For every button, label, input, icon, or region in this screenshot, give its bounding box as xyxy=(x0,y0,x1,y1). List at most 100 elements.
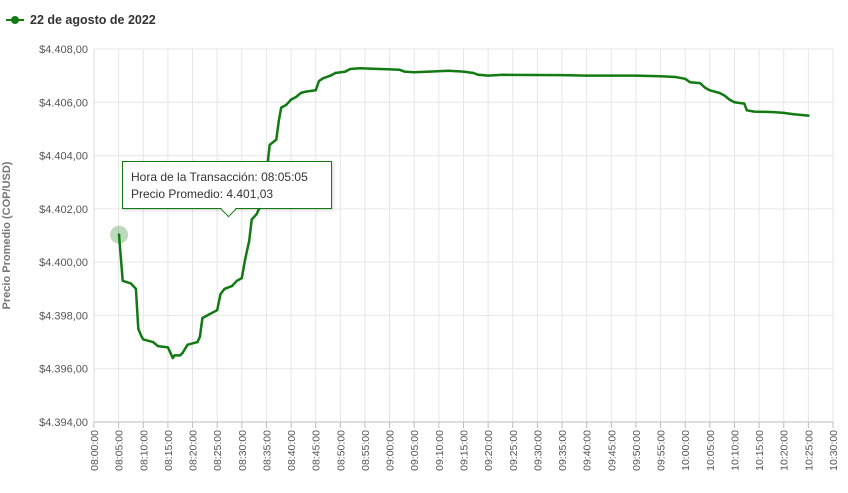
data-point xyxy=(294,95,298,99)
data-point xyxy=(344,70,347,73)
data-point xyxy=(745,109,748,112)
data-point xyxy=(427,70,431,73)
data-point xyxy=(121,279,124,282)
data-point xyxy=(179,354,182,357)
data-point xyxy=(211,311,214,314)
data-point xyxy=(247,239,251,243)
data-point xyxy=(698,81,702,85)
data-point xyxy=(772,110,776,114)
x-tick-label: 10:20:00 xyxy=(779,430,791,471)
x-tick-label: 09:25:00 xyxy=(508,430,520,471)
x-tick-label: 08:20:00 xyxy=(188,430,200,471)
data-point xyxy=(634,74,638,77)
data-point xyxy=(792,113,795,116)
data-point xyxy=(477,73,480,77)
x-tick-label: 09:10:00 xyxy=(434,430,446,471)
x-tick-label: 09:30:00 xyxy=(532,430,544,471)
data-point xyxy=(223,287,226,290)
x-tick-label: 08:15:00 xyxy=(163,430,175,471)
x-tick-label: 08:10:00 xyxy=(138,430,150,471)
data-point xyxy=(472,71,475,75)
data-point xyxy=(284,103,288,107)
data-point xyxy=(674,75,677,79)
data-point xyxy=(703,86,707,89)
data-point xyxy=(708,89,712,92)
x-tick-label: 09:05:00 xyxy=(409,430,421,471)
x-tick-label: 09:00:00 xyxy=(385,430,397,471)
x-tick-label: 08:25:00 xyxy=(212,430,224,471)
x-tick-label: 10:25:00 xyxy=(803,430,815,471)
data-point xyxy=(358,66,362,70)
y-tick-label: $4.396,00 xyxy=(39,364,88,376)
data-point xyxy=(403,70,406,73)
data-point xyxy=(142,338,145,341)
x-tick-label: 08:45:00 xyxy=(311,430,323,471)
data-point xyxy=(206,314,209,317)
data-point xyxy=(486,74,490,77)
x-tick-label: 08:35:00 xyxy=(261,430,273,471)
data-point xyxy=(151,340,155,344)
data-point xyxy=(752,110,756,113)
y-tick-label: $4.394,00 xyxy=(39,417,88,429)
data-point xyxy=(348,67,352,71)
data-point xyxy=(398,68,401,71)
data-point xyxy=(317,79,321,83)
data-point xyxy=(314,89,317,92)
data-point xyxy=(413,70,416,74)
tooltip-price-text: Precio Promedio: 4.401,03 xyxy=(131,187,274,201)
data-point xyxy=(117,233,121,236)
data-point xyxy=(166,346,170,349)
data-point xyxy=(560,73,564,77)
y-axis-title: Precio Promedio (COP/USD) xyxy=(1,161,13,309)
y-tick-label: $4.408,00 xyxy=(39,44,88,56)
data-point xyxy=(280,106,283,109)
data-point xyxy=(219,292,222,296)
x-tick-label: 09:50:00 xyxy=(631,430,643,471)
data-point xyxy=(807,114,810,117)
data-point xyxy=(240,276,243,280)
data-point xyxy=(169,351,172,354)
y-tick-label: $4.400,00 xyxy=(39,257,88,269)
data-point xyxy=(782,111,785,115)
data-point xyxy=(186,343,189,346)
data-point xyxy=(659,74,662,78)
data-point xyxy=(304,90,308,93)
x-tick-label: 08:30:00 xyxy=(237,430,249,471)
data-point xyxy=(743,102,746,105)
data-point xyxy=(129,282,133,285)
data-point xyxy=(196,340,199,344)
data-point xyxy=(243,258,247,261)
data-point xyxy=(230,284,234,288)
chart-tooltip: Hora de la Transacción: 08:05:05 Precio … xyxy=(122,161,332,218)
tooltip-time-text: Hora de la Transacción: 08:05:05 xyxy=(131,170,308,184)
data-point xyxy=(255,212,258,216)
data-point xyxy=(321,77,325,80)
x-tick-label: 08:05:00 xyxy=(114,430,126,471)
data-point xyxy=(275,138,278,141)
x-tick-label: 09:45:00 xyxy=(606,430,618,471)
x-tick-label: 08:00:00 xyxy=(89,430,101,471)
chart-legend[interactable]: 22 de agosto de 2022 xyxy=(6,10,156,30)
data-point xyxy=(723,94,726,97)
data-point xyxy=(728,98,731,101)
data-point xyxy=(235,279,239,282)
data-point xyxy=(289,98,293,101)
data-point xyxy=(501,73,505,77)
x-tick-label: 10:15:00 xyxy=(754,430,766,471)
data-point xyxy=(140,335,143,338)
y-tick-label: $4.398,00 xyxy=(39,310,88,322)
data-point xyxy=(201,316,204,320)
data-point xyxy=(250,218,253,221)
x-tick-label: 09:35:00 xyxy=(557,430,569,471)
data-point xyxy=(329,74,332,77)
data-point xyxy=(277,119,280,123)
data-point xyxy=(624,74,628,77)
x-tick-label: 10:00:00 xyxy=(680,430,692,471)
legend-series-marker-icon xyxy=(6,10,24,30)
x-tick-label: 10:30:00 xyxy=(828,430,840,471)
data-point xyxy=(181,351,184,354)
y-tick-label: $4.406,00 xyxy=(39,97,88,109)
data-point xyxy=(198,335,202,338)
data-point xyxy=(378,67,381,71)
